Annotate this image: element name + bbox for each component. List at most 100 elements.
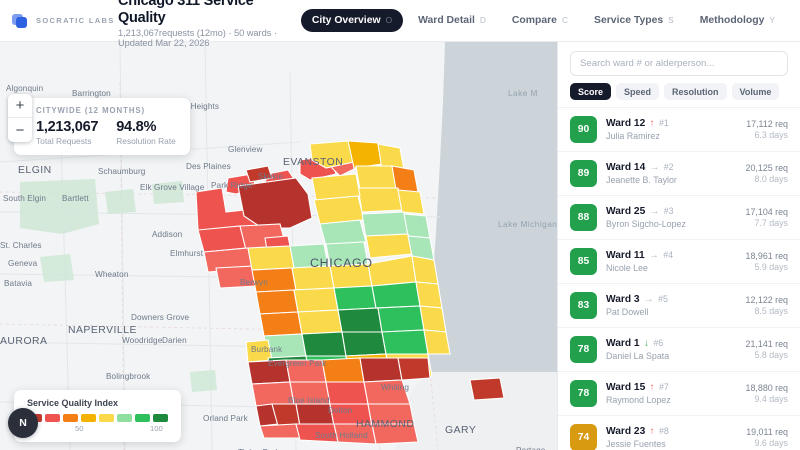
sort-chip-speed[interactable]: Speed bbox=[616, 83, 660, 100]
legend-tick-max: 100 bbox=[150, 424, 163, 433]
ward-name: Ward 23 bbox=[606, 426, 646, 438]
total-requests-stat: 1,213,067 Total Requests bbox=[36, 119, 99, 147]
ward-rank: #6 bbox=[653, 338, 664, 349]
ward-avg-days: 7.7 days bbox=[754, 218, 788, 229]
ward-list-item[interactable]: 78 Ward 15 ↑ #7 Raymond Lopez 18,880 req 9.4 d… bbox=[558, 371, 800, 415]
search-input[interactable] bbox=[570, 51, 788, 76]
page-subtitle: 1,213,067requests (12mo) · 50 wards · Up… bbox=[118, 28, 277, 49]
resolution-rate-value: 94.8% bbox=[116, 119, 157, 135]
page-title: Chicago 311 Service Quality bbox=[118, 0, 254, 26]
sort-chip-volume[interactable]: Volume bbox=[731, 83, 780, 100]
ward-info: Ward 3 → #5 Pat Dowell bbox=[606, 294, 737, 317]
ward-info: Ward 15 ↑ #7 Raymond Lopez bbox=[606, 382, 737, 405]
ward-score-badge: 85 bbox=[570, 248, 597, 275]
ward-list-item[interactable]: 89 Ward 14 → #2 Jeanette B. Taylor 20,125 req… bbox=[558, 151, 800, 195]
ward-request-count: 19,011 req bbox=[746, 426, 788, 437]
tab-methodology[interactable]: Methodology Y bbox=[689, 9, 786, 32]
ward-rank: #3 bbox=[663, 206, 674, 217]
ward-list-item[interactable]: 90 Ward 12 ↑ #1 Julia Ramirez 17,112 req 6.3 d… bbox=[558, 107, 800, 151]
ward-list-item[interactable]: 83 Ward 3 → #5 Pat Dowell 12,122 req 8.5 days bbox=[558, 283, 800, 327]
ward-info: Ward 11 → #4 Nicole Lee bbox=[606, 250, 737, 273]
tab-ward-detail[interactable]: Ward Detail D bbox=[407, 9, 497, 32]
ward-name: Ward 1 bbox=[606, 338, 640, 350]
ward-metrics: 20,125 req 8.0 days bbox=[746, 163, 788, 185]
ward-info: Ward 23 ↑ #8 Jessie Fuentes bbox=[606, 426, 737, 449]
legend-swatch-7 bbox=[153, 414, 168, 422]
tab-label: Ward Detail bbox=[418, 15, 475, 26]
ward-title-row: Ward 14 → #2 bbox=[606, 162, 737, 173]
main-nav: City Overview O Ward Detail D Compare C Servic… bbox=[300, 9, 786, 32]
app-header: SOCRATIC LABS Chicago 311 Service Qualit… bbox=[0, 0, 800, 48]
ward-name: Ward 3 bbox=[606, 294, 640, 306]
legend-swatch-3 bbox=[81, 414, 96, 422]
ward-info: Ward 12 ↑ #1 Julia Ramirez bbox=[606, 118, 737, 141]
tab-label: Methodology bbox=[699, 15, 765, 26]
ward-metrics: 18,961 req 5.9 days bbox=[746, 251, 788, 273]
legend-swatches bbox=[27, 414, 168, 422]
trend-flat-icon: → bbox=[649, 206, 660, 218]
ward-avg-days: 8.0 days bbox=[754, 174, 788, 185]
trend-flat-icon: → bbox=[649, 250, 659, 262]
ward-metrics: 12,122 req 8.5 days bbox=[746, 295, 788, 317]
ward-info: Ward 25 → #3 Byron Sigcho-Lopez bbox=[606, 206, 737, 229]
ward-request-count: 17,112 req bbox=[746, 118, 788, 129]
ward-score-badge: 74 bbox=[570, 424, 597, 450]
choropleth-map[interactable] bbox=[0, 42, 557, 450]
ward-avg-days: 6.3 days bbox=[754, 130, 788, 141]
ward-request-count: 20,125 req bbox=[745, 162, 788, 173]
ward-metrics: 21,141 req 5.8 days bbox=[746, 339, 788, 361]
citywide-stats-card: CITYWIDE (12 MONTHS) 1,213,067 Total Req… bbox=[14, 98, 190, 156]
ward-info: Ward 1 ↓ #6 Daniel La Spata bbox=[606, 338, 737, 361]
legend-tick-mid: 50 bbox=[75, 424, 84, 433]
zoom-in-button[interactable]: + bbox=[8, 94, 32, 118]
ward-info: Ward 14 → #2 Jeanette B. Taylor bbox=[606, 162, 737, 185]
ward-name: Ward 12 bbox=[606, 118, 646, 130]
tab-label: Compare bbox=[511, 15, 557, 26]
alderperson-name: Jeanette B. Taylor bbox=[606, 174, 677, 185]
tab-shortcut-key: S bbox=[668, 15, 674, 25]
map-zoom-controls[interactable]: + − bbox=[8, 94, 32, 142]
ward-avg-days: 8.5 days bbox=[754, 306, 788, 317]
sort-chip-score[interactable]: Score bbox=[570, 83, 612, 100]
tab-service-types[interactable]: Service Types S bbox=[583, 9, 685, 32]
title-block: Chicago 311 Service Quality 1,213,067req… bbox=[118, 0, 301, 48]
ward-avg-days: 5.9 days bbox=[754, 262, 788, 273]
compass-north-icon[interactable]: N bbox=[8, 408, 38, 438]
ward-list-item[interactable]: 85 Ward 11 → #4 Nicole Lee 18,961 req 5.9 days bbox=[558, 239, 800, 283]
tab-shortcut-key: C bbox=[561, 15, 569, 25]
ward-request-count: 18,880 req bbox=[745, 382, 788, 393]
tab-compare[interactable]: Compare C bbox=[501, 9, 579, 32]
ward-list-item[interactable]: 88 Ward 25 → #3 Byron Sigcho-Lopez 17,104 req… bbox=[558, 195, 800, 239]
ward-rank: #4 bbox=[663, 250, 673, 261]
trend-up-icon: ↑ bbox=[649, 426, 655, 438]
socratic-labs-logo-icon bbox=[12, 12, 29, 29]
sort-chip-resolution[interactable]: Resolution bbox=[664, 83, 727, 100]
total-requests-label: Total Requests bbox=[36, 136, 92, 147]
ward-request-count: 21,141 req bbox=[745, 338, 788, 349]
map-legend: Service Quality Index 50 100 bbox=[14, 390, 181, 442]
ward-rank: #8 bbox=[659, 426, 669, 437]
ward-avg-days: 5.8 days bbox=[754, 350, 788, 361]
zoom-out-button[interactable]: − bbox=[15, 121, 25, 139]
tab-shortcut-key: D bbox=[479, 15, 486, 25]
alderperson-name: Byron Sigcho-Lopez bbox=[606, 218, 686, 229]
ward-score-badge: 88 bbox=[570, 204, 597, 231]
legend-ticks: 50 100 bbox=[27, 424, 168, 435]
ward-score-badge: 78 bbox=[570, 380, 597, 407]
ward-list-item[interactable]: 78 Ward 1 ↓ #6 Daniel La Spata 21,141 req 5.8 … bbox=[558, 327, 800, 371]
alderperson-name: Daniel La Spata bbox=[606, 350, 670, 361]
ward-rank: #5 bbox=[658, 294, 668, 305]
ward-rank: #2 bbox=[663, 162, 674, 173]
ward-list-item[interactable]: 74 Ward 23 ↑ #8 Jessie Fuentes 19,011 req 9.6 … bbox=[558, 415, 800, 450]
map-panel[interactable]: + − CITYWIDE (12 MONTHS) 1,213,067 Total… bbox=[0, 42, 557, 450]
ward-list[interactable]: 90 Ward 12 ↑ #1 Julia Ramirez 17,112 req 6.3 d… bbox=[558, 107, 800, 450]
tab-label: Service Types bbox=[594, 15, 664, 26]
ward-metrics: 18,880 req 9.4 days bbox=[746, 383, 788, 405]
ward-rank: #7 bbox=[659, 382, 669, 393]
resolution-rate-stat: 94.8% Resolution Rate bbox=[116, 119, 176, 146]
tab-city-overview[interactable]: City Overview O bbox=[300, 9, 404, 32]
resolution-rate-label: Resolution Rate bbox=[116, 136, 176, 147]
